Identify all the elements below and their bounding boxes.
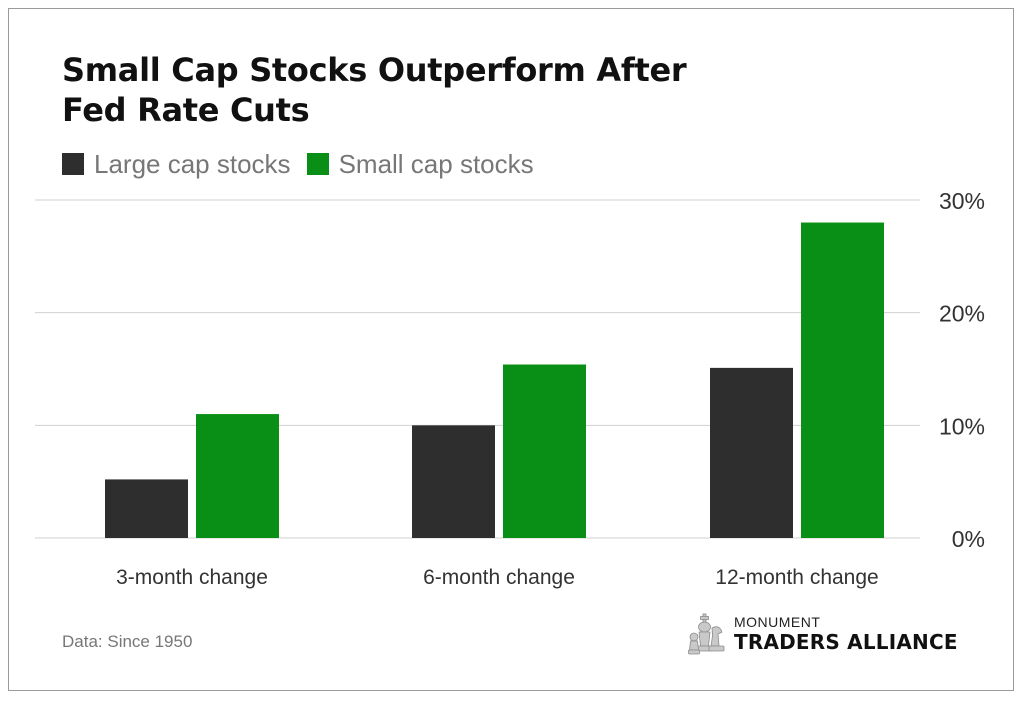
- bar-small-cap-2: [801, 222, 884, 539]
- bar-small-cap-1: [503, 364, 586, 538]
- y-tick-label: 0%: [952, 526, 985, 552]
- legend-swatch-small-cap: [306, 153, 329, 175]
- title-line-2: Fed Rate Cuts: [62, 91, 310, 129]
- title-line-1: Small Cap Stocks Outperform After: [62, 51, 687, 89]
- legend-item-small-cap: Small cap stocks: [306, 148, 534, 180]
- x-tick-label: 3-month change: [116, 566, 268, 589]
- legend-label-large-cap: Large cap stocks: [94, 148, 291, 179]
- bar-small-cap-0: [196, 414, 279, 538]
- y-tick-label: 30%: [939, 188, 985, 214]
- brand-logo: MONUMENT TRADERS ALLIANCE: [688, 612, 958, 656]
- logo-text: MONUMENT TRADERS ALLIANCE: [734, 614, 958, 654]
- legend-swatch-large-cap: [62, 153, 84, 175]
- logo-top-text: MONUMENT: [734, 614, 821, 630]
- legend: Large cap stocks Small cap stocks: [62, 146, 550, 182]
- logo-main-text: TRADERS ALLIANCE: [734, 630, 958, 654]
- bar-large-cap-1: [412, 425, 495, 538]
- chart-title: Small Cap Stocks Outperform After Fed Ra…: [62, 50, 822, 130]
- y-tick-label: 10%: [939, 413, 985, 439]
- legend-label-small-cap: Small cap stocks: [338, 148, 534, 179]
- y-tick-label: 20%: [939, 301, 985, 327]
- bar-large-cap-2: [710, 367, 793, 538]
- source-note: Data: Since 1950: [62, 632, 193, 651]
- bar-large-cap-0: [105, 479, 188, 538]
- chess-pieces-icon: [688, 613, 725, 655]
- legend-item-large-cap: Large cap stocks: [62, 149, 291, 180]
- x-tick-label: 12-month change: [715, 566, 878, 589]
- x-tick-label: 6-month change: [423, 566, 575, 589]
